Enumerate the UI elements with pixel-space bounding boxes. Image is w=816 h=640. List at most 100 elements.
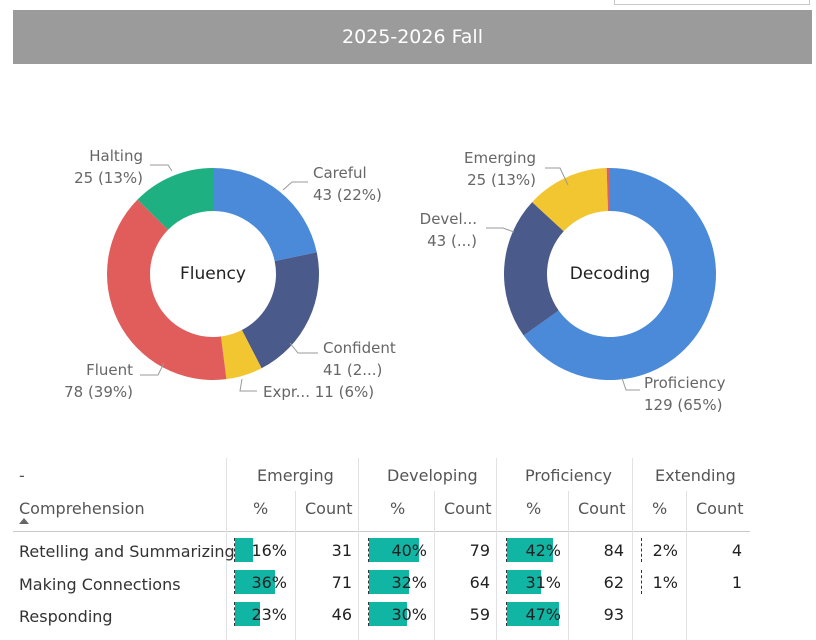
cell-percent: 16% [251, 541, 287, 560]
data-bar [235, 602, 261, 626]
data-bar [369, 570, 409, 594]
cell-count: 62 [603, 573, 624, 592]
cell-count: 59 [469, 605, 490, 624]
header-divider [13, 531, 750, 532]
column-header-pct[interactable]: % [390, 499, 406, 518]
label-expressive: Expr... 11 (6%) [263, 383, 374, 401]
cell-count: 84 [603, 541, 624, 560]
data-bar [507, 538, 554, 562]
top-input-box[interactable] [614, 0, 810, 5]
label-fluent: Fluent [86, 361, 133, 379]
bar-baseline [506, 538, 507, 562]
column-header-pct[interactable]: % [526, 499, 542, 518]
data-bar [235, 538, 253, 562]
fluency-slice-halting[interactable] [137, 168, 213, 230]
column-divider [496, 458, 497, 640]
leader-line [239, 378, 257, 392]
cell-percent: 30% [391, 605, 427, 624]
leader-line [140, 362, 165, 376]
bar-baseline [234, 570, 235, 594]
bar-baseline [368, 570, 369, 594]
data-bar [369, 602, 407, 626]
label-emerging: Emerging [464, 149, 536, 167]
decoding-slice-other[interactable] [606, 168, 610, 212]
column-header-count[interactable]: Count [444, 499, 492, 518]
label-emerging-value: 25 (13%) [467, 171, 536, 189]
column-divider [568, 491, 569, 640]
column-header-count[interactable]: Count [696, 499, 744, 518]
bar-baseline [506, 602, 507, 626]
corner-label: - [19, 466, 25, 485]
cell-count: 1 [731, 573, 742, 592]
page-header: 2025-2026 Fall [13, 10, 812, 64]
label-developing-value: 43 (...) [427, 232, 477, 250]
fluency-donut[interactable] [106, 168, 319, 380]
decoding-donut[interactable] [504, 168, 717, 380]
label-halting-value: 25 (13%) [74, 169, 143, 187]
group-header-extending[interactable]: Extending [655, 466, 736, 485]
fluency-slice-careful[interactable] [213, 168, 317, 262]
cell-percent: 2% [652, 541, 678, 560]
decoding-slice-proficiency[interactable] [523, 168, 717, 380]
group-header-emerging[interactable]: Emerging [257, 466, 334, 485]
label-proficiency-value: 129 (65%) [644, 396, 722, 414]
leader-line [621, 377, 640, 391]
group-header-developing[interactable]: Developing [387, 466, 478, 485]
column-divider [295, 491, 296, 640]
cell-percent: 32% [391, 573, 427, 592]
page-title: 2025-2026 Fall [342, 26, 483, 48]
column-divider [226, 458, 227, 640]
bar-baseline [368, 538, 369, 562]
label-careful: Careful [313, 164, 367, 182]
label-fluent-value: 78 (39%) [64, 383, 133, 401]
cell-percent: 23% [251, 605, 287, 624]
cell-count: 31 [331, 541, 352, 560]
data-bar [507, 570, 542, 594]
row-label-retelling[interactable]: Retelling and Summarizing [19, 542, 235, 561]
data-bar [369, 538, 419, 562]
fluency-slice-fluent[interactable] [106, 199, 227, 380]
cell-count: 4 [731, 541, 742, 560]
fluency-slice-expressive[interactable] [220, 329, 262, 380]
bar-baseline [641, 570, 642, 594]
cell-count: 71 [331, 573, 352, 592]
column-header-pct[interactable]: % [652, 499, 668, 518]
row-label-connections[interactable]: Making Connections [19, 575, 181, 594]
label-proficiency: Proficiency [644, 374, 726, 392]
cell-percent: 47% [525, 605, 561, 624]
fluency-slice-confident[interactable] [241, 252, 319, 369]
fluency-center-label: Fluency [180, 264, 246, 284]
bar-baseline [234, 602, 235, 626]
cell-percent: 1% [652, 573, 678, 592]
cell-percent: 36% [251, 573, 287, 592]
decoding-center-label: Decoding [570, 264, 650, 284]
column-header-count[interactable]: Count [305, 499, 353, 518]
bar-baseline [506, 570, 507, 594]
row-label-responding[interactable]: Responding [19, 607, 113, 626]
label-confident-value: 41 (2...) [323, 361, 382, 379]
cell-percent: 40% [391, 541, 427, 560]
decoding-slice-emerging[interactable] [532, 168, 609, 232]
column-header-count[interactable]: Count [578, 499, 626, 518]
decoding-slice-developing[interactable] [504, 202, 564, 336]
group-header-proficiency[interactable]: Proficiency [525, 466, 612, 485]
bar-baseline [234, 538, 235, 562]
leader-line [282, 181, 308, 191]
data-bar [235, 570, 275, 594]
leader-line [289, 342, 318, 354]
column-header-pct[interactable]: % [253, 499, 269, 518]
column-divider [434, 491, 435, 640]
column-divider [358, 458, 359, 640]
bar-baseline [368, 602, 369, 626]
leader-line [150, 164, 173, 172]
cell-count: 79 [469, 541, 490, 560]
cell-percent: 42% [525, 541, 561, 560]
label-confident: Confident [323, 339, 396, 357]
bar-baseline [641, 538, 642, 562]
column-divider [686, 491, 687, 640]
column-header-comprehension[interactable]: Comprehension [19, 499, 145, 518]
sort-ascending-icon[interactable] [19, 518, 29, 524]
cell-count: 93 [603, 605, 624, 624]
leader-line [545, 167, 569, 186]
